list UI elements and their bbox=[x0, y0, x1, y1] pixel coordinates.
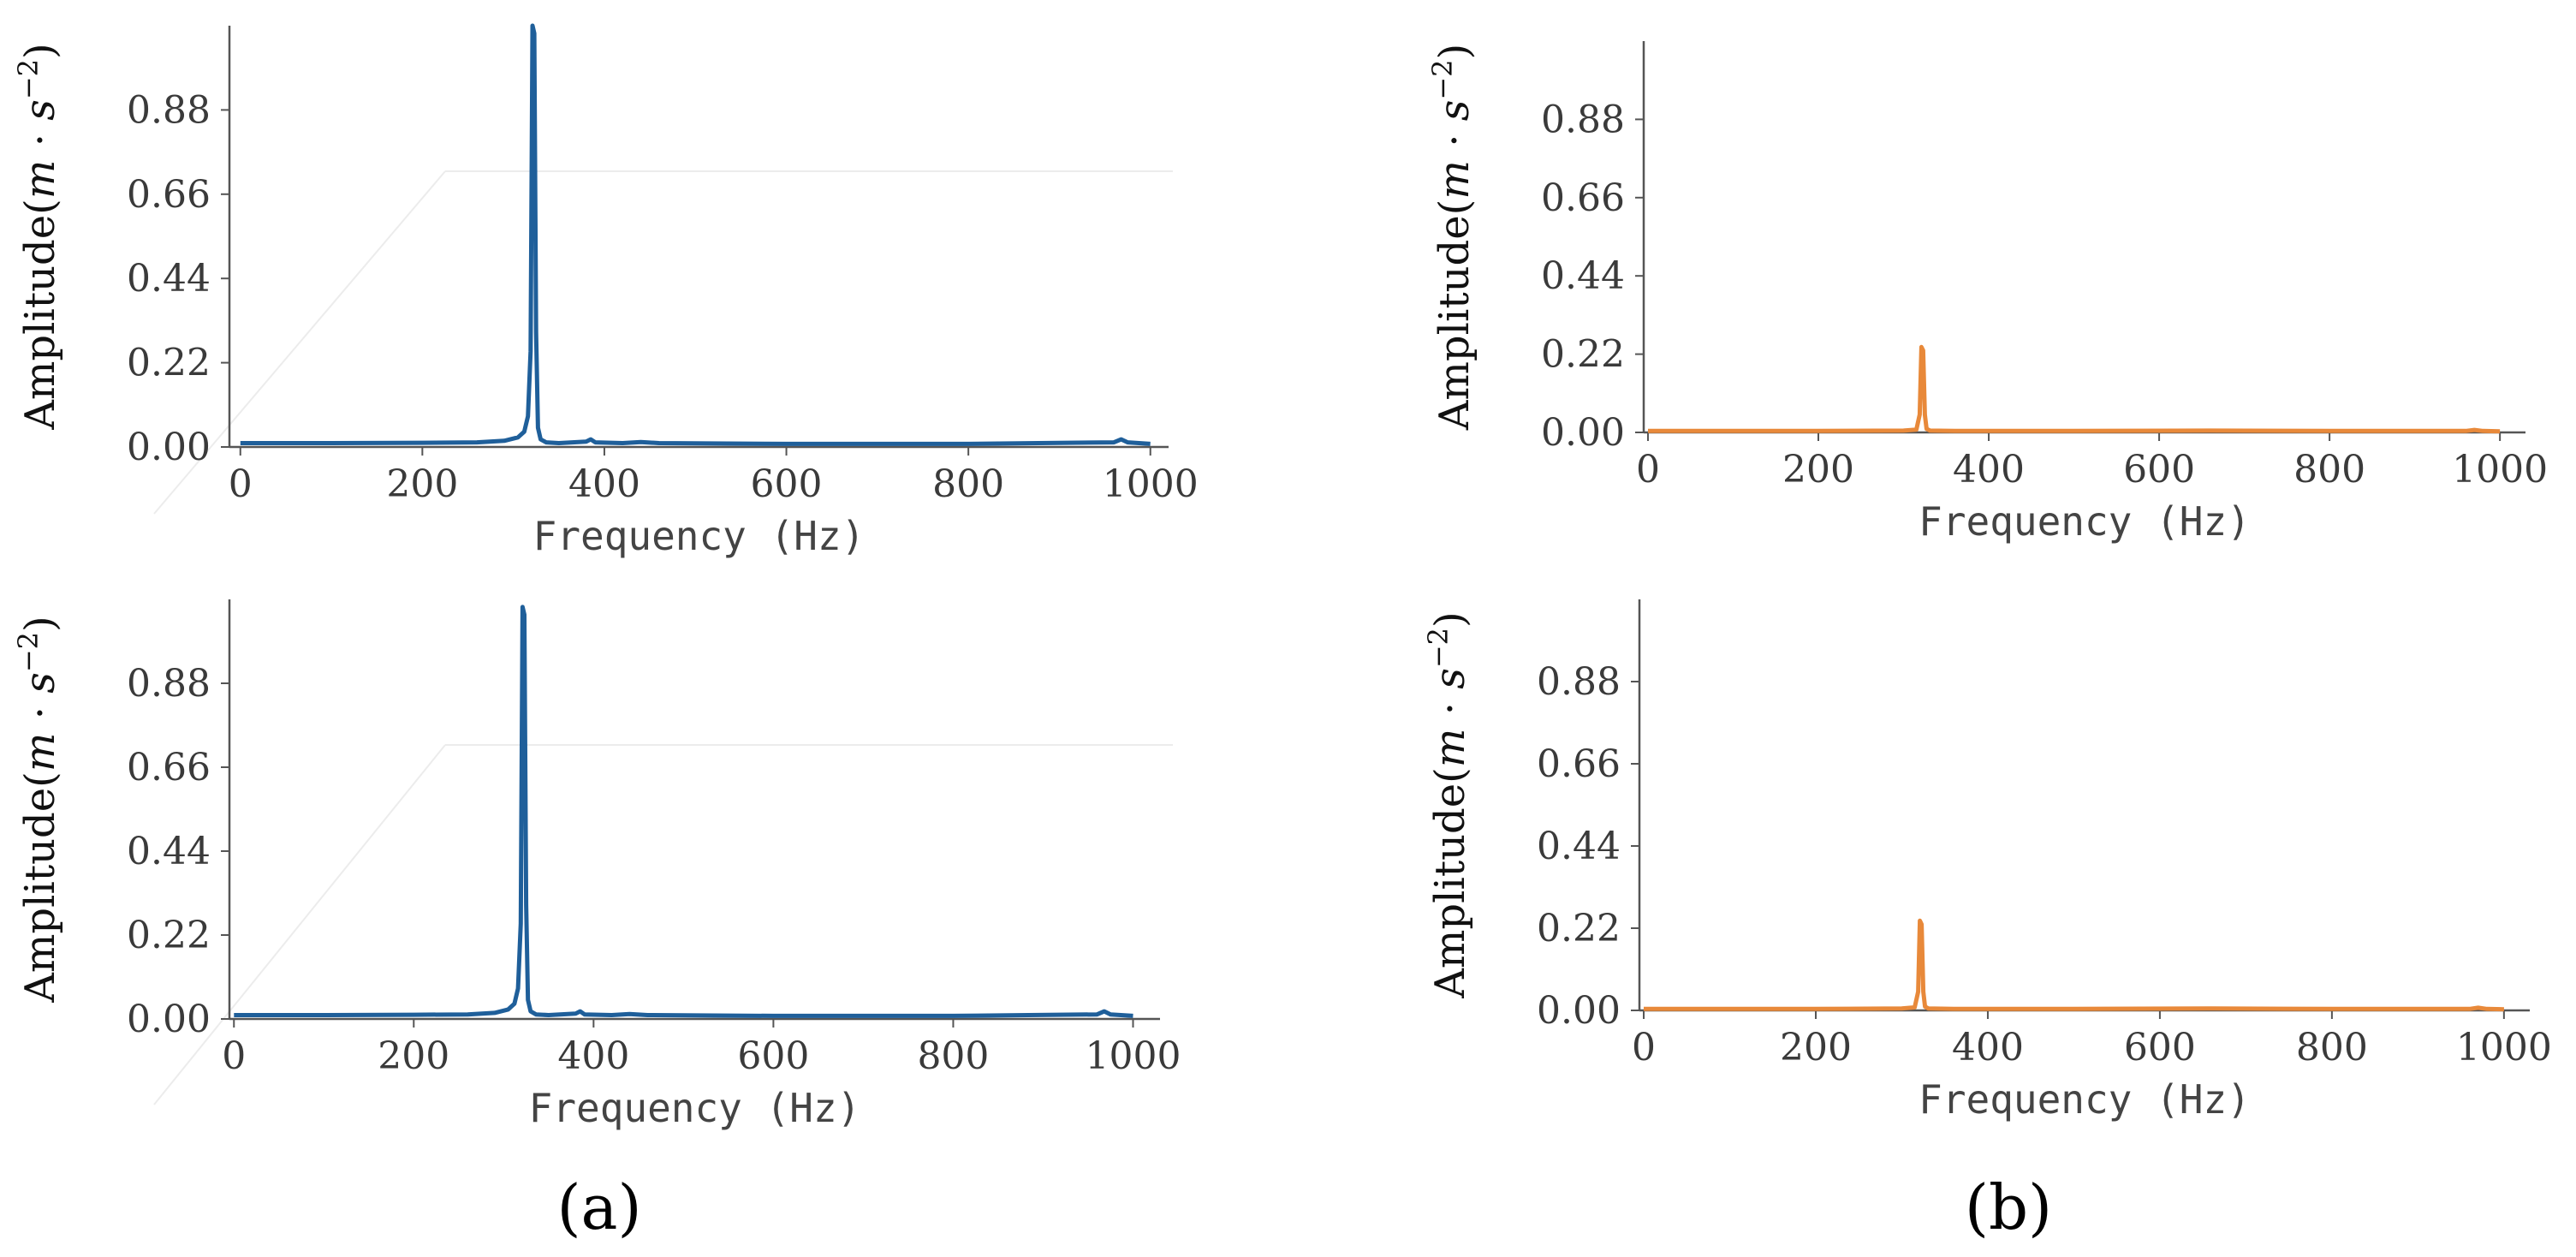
y-axis-title-part: m bbox=[16, 160, 64, 200]
y-axis-title-part: s bbox=[16, 99, 64, 121]
series-line bbox=[234, 605, 1133, 1018]
y-tick-label: 0.66 bbox=[1541, 176, 1625, 220]
x-tick-label: 600 bbox=[751, 462, 823, 506]
panel-label-b: (b) bbox=[1965, 1171, 2052, 1243]
chart-b-bottom: 0 200 400 600 800 1000 0.00 0.22 0.44 0.66 0.88 Fre… bbox=[1422, 599, 2552, 1123]
y-tick-label: 0.00 bbox=[1537, 989, 1621, 1033]
y-tick-label: 0.44 bbox=[1541, 254, 1625, 298]
x-tick-label: 600 bbox=[2124, 1026, 2196, 1069]
x-tick-label: 800 bbox=[2296, 1026, 2368, 1069]
y-tick-label: 0.44 bbox=[127, 830, 211, 873]
y-axis-title-part: ( bbox=[16, 771, 64, 788]
y-axis-title-part: −2 bbox=[1426, 59, 1459, 99]
x-tick-label: 1000 bbox=[2452, 448, 2548, 491]
y-tick-label: 0.88 bbox=[1541, 98, 1625, 141]
chart-a-bottom: 0 200 400 600 800 1000 0.00 0.22 0.44 0.66 0.88 Fre… bbox=[12, 599, 1181, 1131]
x-tick-label: 1000 bbox=[1086, 1034, 1181, 1078]
x-tick-label: 0 bbox=[1636, 448, 1660, 491]
y-tick-label: 0.22 bbox=[127, 342, 211, 385]
y-axis-title: Amplitude(m · s−2) bbox=[12, 43, 64, 431]
x-tick-label: 1000 bbox=[2456, 1026, 2552, 1069]
series-line bbox=[240, 23, 1151, 446]
y-tick-label: 0.88 bbox=[127, 662, 211, 706]
y-axis-title-part: ) bbox=[1426, 611, 1474, 628]
x-tick-label: 200 bbox=[1782, 448, 1854, 491]
y-axis-title-part: ( bbox=[1426, 767, 1474, 783]
y-axis-title-part: · bbox=[1431, 121, 1478, 160]
x-tick-label: 800 bbox=[2293, 448, 2365, 491]
y-axis-title-part: s bbox=[1431, 100, 1478, 122]
series-line bbox=[1644, 918, 2504, 1012]
x-tick-label: 800 bbox=[917, 1034, 989, 1078]
y-tick-label: 0.88 bbox=[1537, 660, 1621, 704]
y-axis-title-part: −2 bbox=[1422, 628, 1455, 668]
x-tick-label: 200 bbox=[378, 1034, 449, 1078]
series-line bbox=[1648, 344, 2501, 434]
x-tick-label: 600 bbox=[2123, 448, 2195, 491]
y-axis-title: Amplitude(m · s−2) bbox=[1422, 611, 1474, 999]
y-axis-title: Amplitude(m · s−2) bbox=[1426, 44, 1478, 432]
y-axis-title-part: ( bbox=[1431, 200, 1478, 216]
y-tick-label: 0.66 bbox=[127, 746, 211, 789]
y-axis-title: Amplitude(m · s−2) bbox=[12, 616, 64, 1004]
x-tick-label: 0 bbox=[222, 1034, 246, 1078]
x-axis-title: Frequency (Hz) bbox=[533, 513, 866, 559]
x-tick-label: 400 bbox=[1953, 448, 2025, 491]
x-tick-label: 0 bbox=[1632, 1026, 1656, 1069]
y-axis-title-part: Amplitude bbox=[16, 215, 64, 431]
x-tick-label: 200 bbox=[1780, 1026, 1852, 1069]
chart-b-top: 0 200 400 600 800 1000 0.00 0.22 0.44 0.66 0.88 Fre… bbox=[1426, 41, 2548, 545]
x-axis-title: Frequency (Hz) bbox=[529, 1085, 861, 1131]
y-tick-label: 0.66 bbox=[1537, 742, 1621, 786]
x-tick-label: 0 bbox=[229, 462, 253, 506]
y-tick-label: 0.22 bbox=[127, 914, 211, 957]
y-tick-label: 0.22 bbox=[1541, 333, 1625, 377]
y-axis-title-part: s bbox=[1426, 668, 1474, 689]
y-tick-label: 0.44 bbox=[1537, 825, 1621, 868]
y-axis-title-part: m bbox=[1431, 160, 1478, 200]
x-tick-label: 400 bbox=[557, 1034, 629, 1078]
x-tick-label: 1000 bbox=[1103, 462, 1199, 506]
y-tick-label: 0.66 bbox=[127, 173, 211, 217]
x-tick-label: 400 bbox=[1952, 1026, 2024, 1069]
x-tick-label: 200 bbox=[386, 462, 458, 506]
x-tick-label: 400 bbox=[568, 462, 640, 506]
x-axis-title: Frequency (Hz) bbox=[1919, 498, 2251, 545]
y-axis-title-part: ) bbox=[16, 43, 64, 59]
y-axis-title-part: Amplitude bbox=[1431, 215, 1478, 431]
x-tick-label: 800 bbox=[932, 462, 1004, 506]
y-axis-title-part: m bbox=[16, 733, 64, 772]
panel-label-a: (a) bbox=[556, 1171, 641, 1243]
y-axis-title-part: · bbox=[1426, 689, 1474, 729]
y-axis-title-part: −2 bbox=[12, 632, 45, 672]
y-axis-title-part: · bbox=[16, 694, 64, 733]
y-axis-title-part: −2 bbox=[12, 59, 45, 99]
y-tick-label: 0.00 bbox=[1541, 411, 1625, 455]
y-axis-title-part: s bbox=[16, 672, 64, 694]
y-axis-title-part: ) bbox=[1431, 44, 1478, 60]
y-tick-label: 0.00 bbox=[127, 426, 211, 469]
x-axis-title: Frequency (Hz) bbox=[1919, 1076, 2251, 1123]
y-axis-title-part: Amplitude bbox=[1426, 783, 1474, 999]
y-tick-label: 0.00 bbox=[127, 998, 211, 1041]
y-axis-title-part: ( bbox=[16, 199, 64, 215]
x-tick-label: 600 bbox=[737, 1034, 809, 1078]
y-axis-title-part: ) bbox=[16, 616, 64, 632]
chart-a-top: 0 200 400 600 800 1000 0.00 0.22 0.44 0.66 0.88 Fre… bbox=[12, 23, 1199, 559]
y-tick-label: 0.88 bbox=[127, 88, 211, 132]
y-tick-label: 0.44 bbox=[127, 257, 211, 301]
ghost-artifacts bbox=[153, 170, 1173, 1105]
y-tick-label: 0.22 bbox=[1537, 907, 1621, 950]
y-axis-title-part: m bbox=[1426, 729, 1474, 768]
y-axis-title-part: Amplitude bbox=[16, 788, 64, 1004]
y-axis-title-part: · bbox=[16, 121, 64, 160]
